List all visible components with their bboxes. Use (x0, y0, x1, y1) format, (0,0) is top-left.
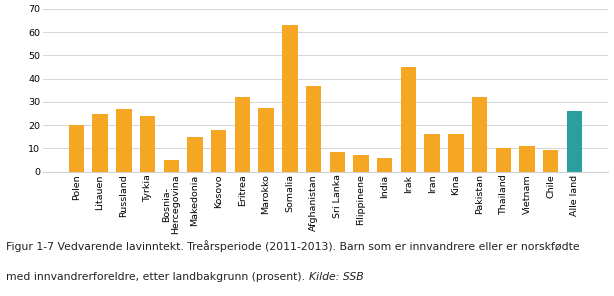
Bar (567, 111, 582, 172)
Bar (543, 149, 559, 172)
Bar (377, 158, 392, 172)
Bar (163, 160, 179, 172)
Bar (401, 67, 416, 172)
Text: Kilde: SSB: Kilde: SSB (309, 272, 363, 282)
Bar (211, 130, 227, 172)
Bar (282, 25, 298, 172)
Bar (187, 137, 203, 172)
Bar (495, 148, 511, 172)
Bar (258, 108, 274, 172)
Text: med innvandrerforeldre, etter landbakgrunn (prosent).: med innvandrerforeldre, etter landbakgru… (6, 272, 309, 282)
Bar (353, 155, 369, 172)
Bar (92, 114, 108, 172)
Bar (235, 97, 250, 172)
Bar (306, 86, 321, 172)
Bar (448, 134, 464, 172)
Bar (472, 97, 488, 172)
Bar (424, 134, 440, 172)
Bar (116, 109, 131, 172)
Bar (519, 146, 535, 172)
Bar (69, 125, 84, 172)
Text: Figur 1-7 Vedvarende lavinntekt. Treårsperiode (2011-2013). Barn som er innvandr: Figur 1-7 Vedvarende lavinntekt. Treårsp… (6, 240, 580, 252)
Bar (140, 116, 155, 172)
Bar (330, 152, 345, 172)
